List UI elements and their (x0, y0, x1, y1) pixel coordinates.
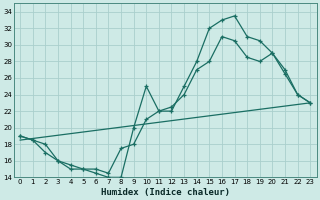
X-axis label: Humidex (Indice chaleur): Humidex (Indice chaleur) (101, 188, 230, 197)
